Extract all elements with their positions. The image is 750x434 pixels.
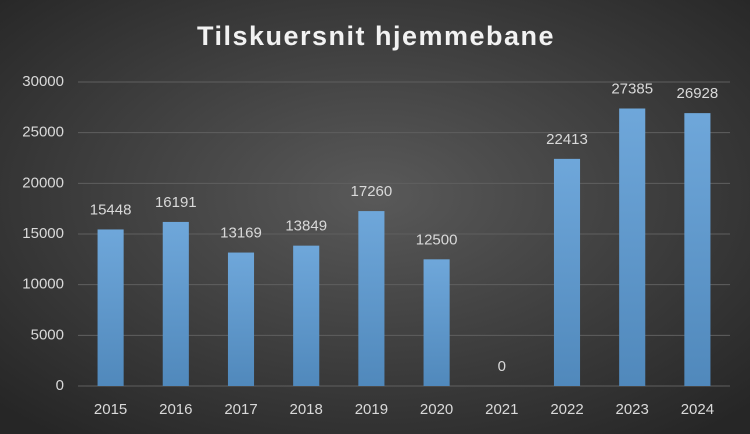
bar	[423, 259, 450, 386]
x-tick-label: 2016	[159, 401, 192, 418]
data-label: 12500	[416, 231, 458, 248]
data-label: 15448	[90, 201, 132, 218]
y-tick-label: 15000	[22, 225, 64, 242]
x-tick-label: 2020	[420, 401, 453, 418]
x-tick-label: 2022	[550, 401, 583, 418]
x-tick-label: 2021	[485, 401, 518, 418]
bar	[293, 245, 320, 386]
y-tick-label: 30000	[22, 73, 64, 90]
data-label: 13169	[220, 225, 262, 242]
y-tick-label: 0	[56, 377, 64, 394]
data-label: 13849	[285, 218, 327, 235]
data-label: 0	[498, 358, 506, 375]
bar	[684, 113, 711, 386]
data-label: 27385	[611, 80, 653, 97]
data-label: 26928	[677, 85, 719, 102]
y-tick-label: 5000	[31, 326, 64, 343]
data-label: 17260	[351, 183, 393, 200]
x-tick-label: 2024	[681, 401, 714, 418]
x-tick-label: 2015	[94, 401, 127, 418]
x-tick-label: 2018	[290, 401, 323, 418]
y-tick-label: 25000	[22, 124, 64, 141]
bar	[358, 211, 385, 386]
y-tick-label: 10000	[22, 276, 64, 293]
y-tick-label: 20000	[22, 174, 64, 191]
data-label: 22413	[546, 131, 588, 148]
bar	[619, 108, 646, 387]
x-tick-label: 2023	[616, 401, 649, 418]
x-tick-label: 2017	[224, 401, 257, 418]
x-tick-label: 2019	[355, 401, 388, 418]
chart-title: Tilskuersnit hjemmebane	[197, 21, 555, 51]
bar	[553, 158, 581, 386]
bar	[227, 252, 255, 386]
bar	[97, 229, 124, 386]
data-label: 16191	[155, 194, 197, 211]
bar	[162, 221, 189, 386]
